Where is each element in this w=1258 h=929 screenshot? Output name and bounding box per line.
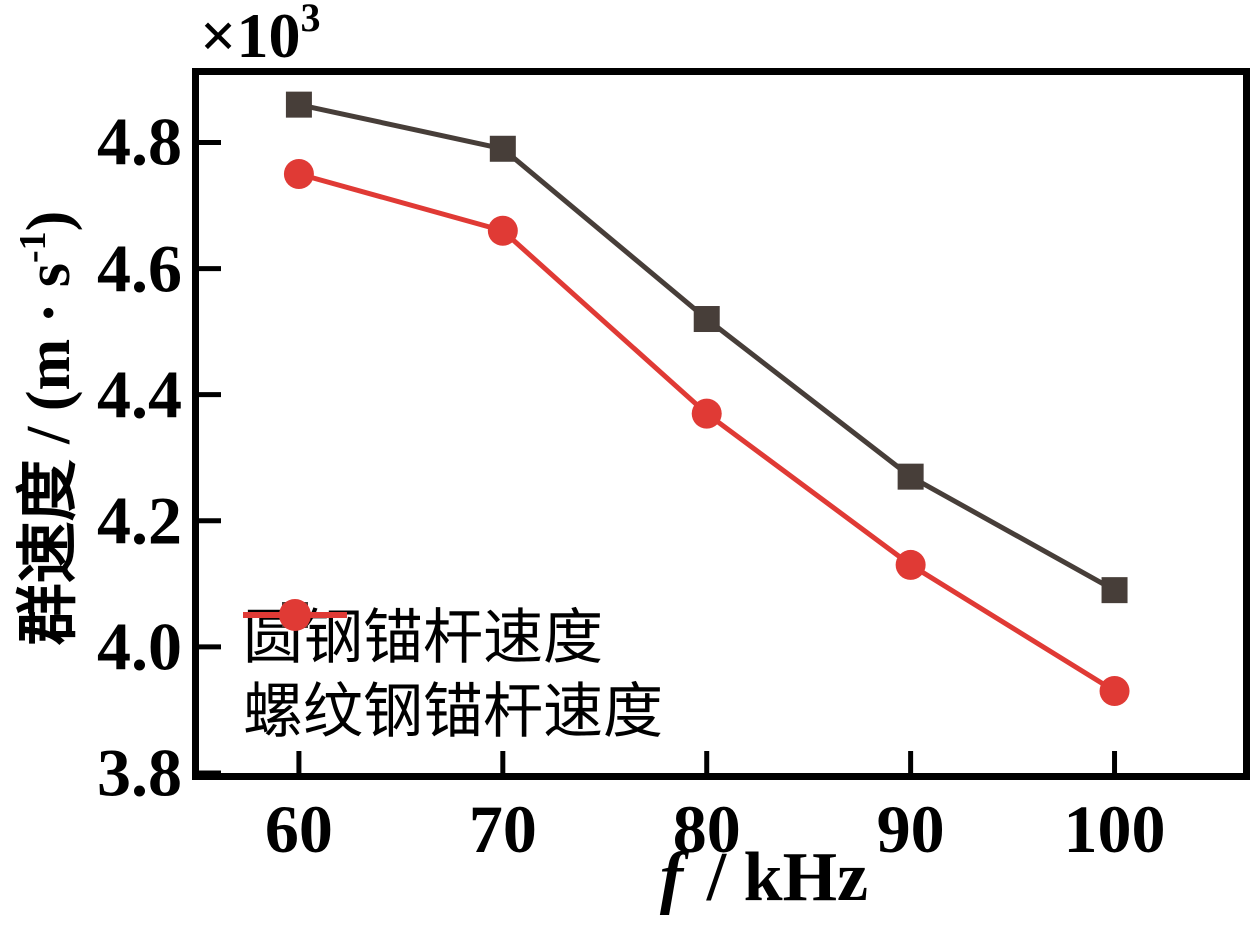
offset-base: ×10 — [200, 0, 301, 71]
y-tick-label: 4.0 — [97, 608, 182, 685]
plot-area: 圆钢锚杆速度 螺纹钢锚杆速度 — [192, 68, 1250, 780]
legend-label-threaded-steel-bolt: 螺纹钢锚杆速度 — [243, 678, 663, 745]
x-axis-title-symbol: f — [659, 839, 684, 916]
offset-exponent: 3 — [300, 0, 321, 40]
x-axis-title-unit: / kHz — [689, 839, 869, 916]
y-axis-offset-label: ×103 — [200, 0, 320, 73]
y-tick-label: 3.8 — [97, 734, 182, 811]
y-tick-label: 4.6 — [97, 230, 182, 307]
x-tick-label: 80 — [672, 791, 741, 867]
y-axis-title: 群速度 / (m · s-1) — [0, 211, 87, 646]
legend-item-threaded-steel-bolt: 螺纹钢锚杆速度 — [243, 599, 663, 745]
y-tick-label: 4.2 — [97, 482, 182, 559]
plot-canvas — [199, 91, 1130, 773]
y-axis-title-suffix: ) — [15, 210, 83, 232]
legend-circle-marker-icon — [243, 599, 347, 631]
y-tick-label: 4.8 — [97, 103, 182, 180]
y-axis-title-text: 群速度 / (m · s — [15, 262, 83, 646]
legend: 圆钢锚杆速度 螺纹钢锚杆速度 — [243, 595, 663, 745]
y-tick-label: 4.4 — [97, 356, 182, 433]
x-axis-title: f / kHz — [660, 838, 868, 918]
x-tick-label: 70 — [468, 791, 537, 867]
x-tick-label: 100 — [1063, 791, 1166, 867]
x-tick-label: 60 — [264, 791, 333, 867]
y-axis-title-sup: -1 — [12, 231, 54, 263]
x-tick-label: 90 — [876, 791, 945, 867]
